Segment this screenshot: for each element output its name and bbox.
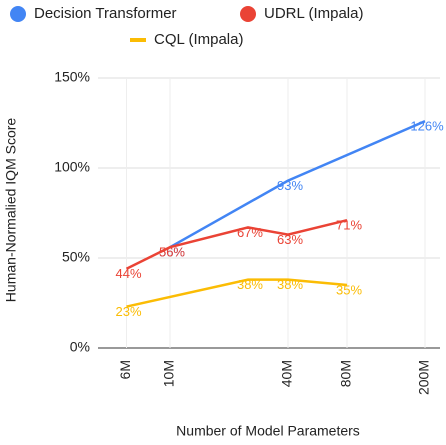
data-label: 67% <box>237 225 263 240</box>
data-label: 35% <box>336 282 362 297</box>
series-line <box>126 278 348 308</box>
data-label: 93% <box>277 178 303 193</box>
x-tick-label: 40M <box>279 360 295 387</box>
y-tick-label: 50% <box>62 249 90 265</box>
series-line <box>125 218 348 270</box>
legend-label: UDRL (Impala) <box>264 5 363 22</box>
data-label: 38% <box>237 277 263 292</box>
data-label: 56% <box>159 245 185 260</box>
legend-label: CQL (Impala) <box>154 31 243 48</box>
y-tick-label: 100% <box>54 159 90 175</box>
x-tick-label: 10M <box>161 360 177 387</box>
y-axis-label: Human-Normalied IQM Score <box>3 118 19 303</box>
data-label: 63% <box>277 232 303 247</box>
legend-marker <box>10 6 26 22</box>
data-label: 38% <box>277 277 303 292</box>
data-label: 71% <box>336 218 362 233</box>
data-label: 23% <box>115 304 141 319</box>
legend-marker <box>240 6 256 22</box>
data-label: 44% <box>115 266 141 281</box>
x-tick-label: 80M <box>338 360 354 387</box>
x-axis-label: Number of Model Parameters <box>176 423 360 439</box>
y-tick-label: 150% <box>54 69 90 85</box>
y-tick-label: 0% <box>70 339 90 355</box>
legend-label: Decision Transformer <box>34 5 177 22</box>
x-tick-label: 6M <box>117 360 133 379</box>
data-label: 126% <box>410 119 444 134</box>
x-tick-label: 200M <box>416 360 432 395</box>
series-line <box>169 120 426 249</box>
legend-marker <box>130 38 146 42</box>
